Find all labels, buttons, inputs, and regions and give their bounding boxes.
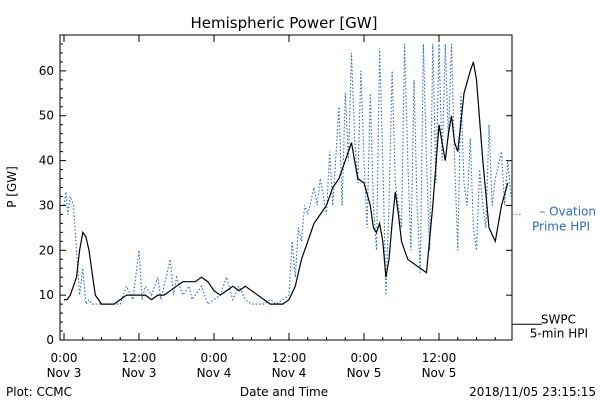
y-tick-label: 20 <box>39 243 54 257</box>
series-swpc-line <box>64 61 509 305</box>
x-axis-label: Date and Time <box>240 385 328 399</box>
x-tick-time: 12:00 <box>122 351 157 365</box>
y-tick-label: 0 <box>46 333 54 347</box>
x-tick-date: Nov 5 <box>347 366 382 380</box>
plot-credit: Plot: CCMC <box>6 385 72 399</box>
chart-title: Hemispheric Power [GW] <box>191 14 378 32</box>
y-tick-label: 50 <box>39 109 54 123</box>
series-ovation-prime-line <box>63 43 512 306</box>
y-axis: 0 10 20 30 40 50 60 <box>39 34 512 347</box>
x-tick-date: Nov 5 <box>422 366 457 380</box>
x-tick-date: Nov 4 <box>197 366 232 380</box>
legend-ovation-line2: Prime HPI <box>532 219 590 233</box>
legend-swpc-line2: 5-min HPI <box>530 326 588 340</box>
x-tick-time: 12:00 <box>422 351 457 365</box>
series-group <box>63 43 512 306</box>
y-tick-label: 10 <box>39 288 54 302</box>
x-tick-date: Nov 4 <box>272 366 307 380</box>
y-tick-label: 40 <box>39 154 54 168</box>
x-tick-date: Nov 3 <box>47 366 82 380</box>
x-tick-time: 0:00 <box>201 351 228 365</box>
x-tick-time: 0:00 <box>351 351 378 365</box>
x-tick-time: 0:00 <box>51 351 78 365</box>
y-axis-label: P [GW] <box>5 166 19 208</box>
plot-timestamp: 2018/11/05 23:15:15 <box>469 385 596 399</box>
legend-ovation-line1: – Ovation <box>539 204 596 218</box>
x-tick-time: 12:00 <box>272 351 307 365</box>
y-tick-label: 30 <box>39 198 54 212</box>
x-tick-date: Nov 3 <box>122 366 157 380</box>
y-tick-label: 60 <box>39 64 54 78</box>
legend-swpc-line1: SWPC <box>541 312 576 326</box>
